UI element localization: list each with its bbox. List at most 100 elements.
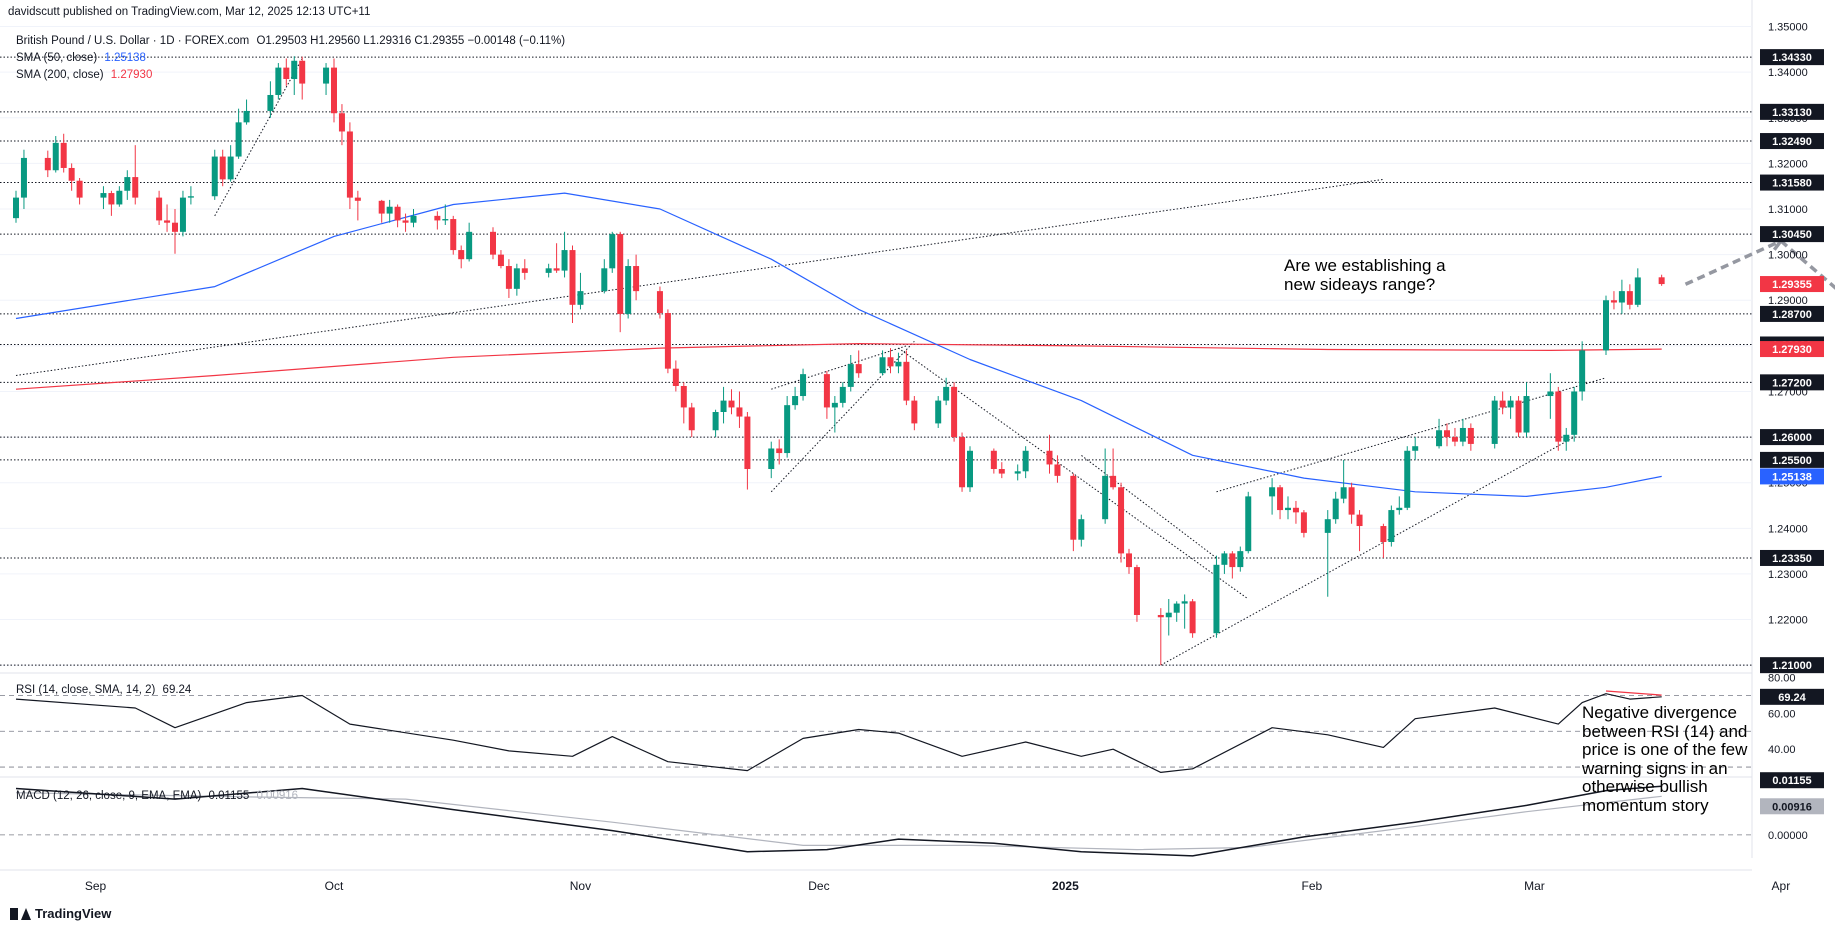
level-price-tag[interactable] xyxy=(1760,226,1824,243)
level-price-tag[interactable] xyxy=(1760,374,1824,391)
candle[interactable] xyxy=(1658,274,1665,286)
candle[interactable] xyxy=(879,350,886,376)
candle[interactable] xyxy=(736,391,743,428)
trendline[interactable] xyxy=(1160,436,1575,666)
candle[interactable] xyxy=(76,178,83,205)
candle[interactable] xyxy=(108,190,115,216)
candle[interactable] xyxy=(1014,464,1021,481)
candle[interactable] xyxy=(720,386,727,424)
candle[interactable] xyxy=(664,309,671,374)
candle[interactable] xyxy=(1507,396,1514,419)
rsi-legend[interactable]: RSI (14, close, SMA, 14, 2) 69.24 xyxy=(16,684,195,696)
sma50-legend[interactable]: SMA (50, close) 1.25138 xyxy=(16,52,150,64)
candle[interactable] xyxy=(291,56,298,95)
candle[interactable] xyxy=(187,186,194,205)
candle[interactable] xyxy=(378,199,385,223)
candle[interactable] xyxy=(1626,284,1633,310)
candle[interactable] xyxy=(768,441,775,479)
candle[interactable] xyxy=(521,259,528,280)
candle[interactable] xyxy=(227,145,234,182)
candle[interactable] xyxy=(13,190,19,223)
candle[interactable] xyxy=(553,243,560,273)
candle[interactable] xyxy=(1324,510,1331,597)
candle[interactable] xyxy=(1515,396,1522,438)
candle[interactable] xyxy=(156,190,163,225)
candle[interactable] xyxy=(331,58,337,123)
candle[interactable] xyxy=(1078,514,1085,547)
level-price-tag[interactable] xyxy=(1760,657,1824,674)
candle[interactable] xyxy=(1491,396,1498,449)
trendline[interactable] xyxy=(15,178,1384,377)
candle[interactable] xyxy=(513,263,520,296)
candle[interactable] xyxy=(124,170,131,200)
candle[interactable] xyxy=(943,377,950,406)
candle[interactable] xyxy=(1396,496,1403,515)
candle[interactable] xyxy=(235,108,242,159)
candle[interactable] xyxy=(561,231,568,278)
sma50-price-tag[interactable] xyxy=(1760,468,1824,485)
candle[interactable] xyxy=(1165,599,1172,636)
candle[interactable] xyxy=(283,58,290,86)
candle[interactable] xyxy=(1277,484,1284,520)
candle[interactable] xyxy=(1221,551,1228,574)
candle[interactable] xyxy=(728,389,735,415)
candle[interactable] xyxy=(243,99,250,125)
candle[interactable] xyxy=(1459,418,1466,447)
candle[interactable] xyxy=(179,190,186,237)
macd-line[interactable] xyxy=(15,785,1662,857)
rsi-value-tag[interactable] xyxy=(1760,688,1824,705)
candle[interactable] xyxy=(1412,437,1419,460)
candle[interactable] xyxy=(450,215,457,255)
candle[interactable] xyxy=(1229,551,1236,579)
candle[interactable] xyxy=(44,150,51,178)
candle[interactable] xyxy=(267,81,274,118)
candle[interactable] xyxy=(354,190,361,221)
projection-arrow-segment[interactable] xyxy=(1779,239,1835,309)
candle[interactable] xyxy=(1133,564,1140,622)
candle[interactable] xyxy=(1348,482,1355,524)
candle[interactable] xyxy=(712,409,719,438)
candle[interactable] xyxy=(275,63,282,100)
candle[interactable] xyxy=(998,462,1005,479)
sma200-line[interactable] xyxy=(15,343,1662,390)
level-price-tag[interactable] xyxy=(1760,429,1824,446)
candle[interactable] xyxy=(656,286,663,319)
candle[interactable] xyxy=(1213,555,1220,638)
symbol-title[interactable]: British Pound / U.S. Dollar · 1D · FOREX… xyxy=(16,35,250,47)
candle[interactable] xyxy=(569,245,576,324)
candle[interactable] xyxy=(1054,455,1061,483)
candle[interactable] xyxy=(505,259,512,298)
candle[interactable] xyxy=(497,250,504,269)
candle[interactable] xyxy=(442,204,449,225)
level-price-tag[interactable] xyxy=(1760,305,1824,322)
macd-value-tag[interactable] xyxy=(1760,772,1824,789)
candle[interactable] xyxy=(116,186,123,207)
candle[interactable] xyxy=(617,231,624,333)
candle[interactable] xyxy=(1237,546,1244,572)
candle[interactable] xyxy=(52,136,59,173)
candle[interactable] xyxy=(633,254,640,301)
candle[interactable] xyxy=(1070,473,1077,552)
candle[interactable] xyxy=(1046,434,1053,474)
candle[interactable] xyxy=(1118,482,1125,563)
candle[interactable] xyxy=(959,432,966,492)
candle[interactable] xyxy=(1523,382,1530,438)
candle[interactable] xyxy=(911,396,918,431)
candle[interactable] xyxy=(1022,446,1029,479)
candle[interactable] xyxy=(680,382,687,424)
candle[interactable] xyxy=(800,368,807,401)
candle[interactable] xyxy=(172,209,178,254)
candle[interactable] xyxy=(935,396,942,428)
candle[interactable] xyxy=(847,354,854,392)
sma200-legend[interactable]: SMA (200, close) 1.27930 xyxy=(16,69,156,81)
candle[interactable] xyxy=(20,149,27,210)
candle[interactable] xyxy=(394,204,401,228)
candle[interactable] xyxy=(100,186,107,210)
candle[interactable] xyxy=(1571,386,1578,442)
candle[interactable] xyxy=(1110,448,1117,490)
candle[interactable] xyxy=(839,382,846,408)
candle[interactable] xyxy=(1189,599,1196,638)
tradingview-brand[interactable]: TradingView xyxy=(10,906,111,921)
candle[interactable] xyxy=(967,446,973,492)
candle[interactable] xyxy=(1292,500,1299,524)
